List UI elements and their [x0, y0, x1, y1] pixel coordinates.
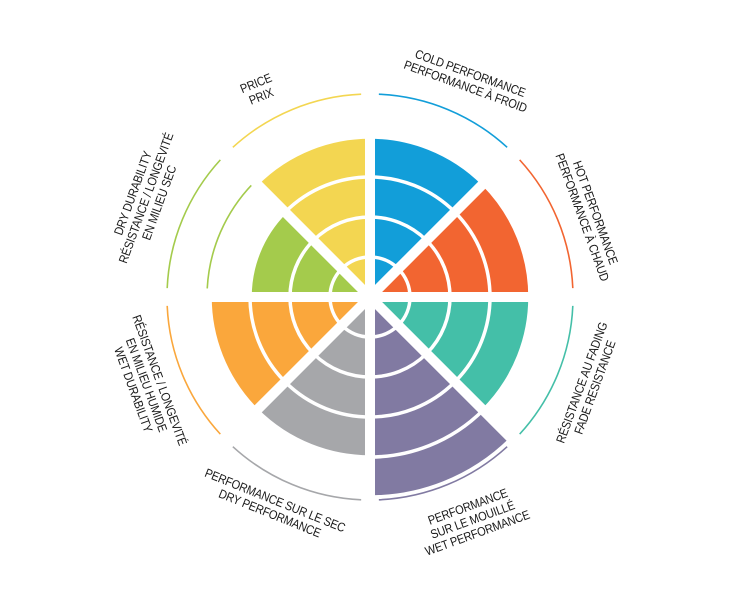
- sector-wedge: [370, 183, 530, 297]
- sector-outer-arc: [378, 446, 508, 501]
- sector-inner-arc: [206, 183, 254, 289]
- sector-wedge: [256, 297, 370, 457]
- sector-wedge: [370, 297, 512, 497]
- sector-outer-arc: [232, 93, 362, 148]
- sector-outer-arc: [378, 93, 508, 148]
- sector-wedge: [210, 297, 370, 411]
- sector-divider: [182, 293, 374, 485]
- sector-divider: [366, 293, 558, 485]
- sector-wedge: [256, 137, 370, 297]
- sector-wedge: [370, 297, 530, 411]
- sector-outer-arc: [519, 305, 574, 435]
- sector-wedge: [250, 212, 370, 297]
- sector-outer-arc: [519, 159, 574, 289]
- sector-outer-arc: [166, 305, 221, 435]
- sector-divider: [182, 109, 374, 301]
- sector-divider: [366, 109, 558, 301]
- sector-outer-arc: [166, 159, 221, 289]
- sector-wedge: [370, 137, 484, 297]
- sector-outer-arc: [232, 446, 362, 501]
